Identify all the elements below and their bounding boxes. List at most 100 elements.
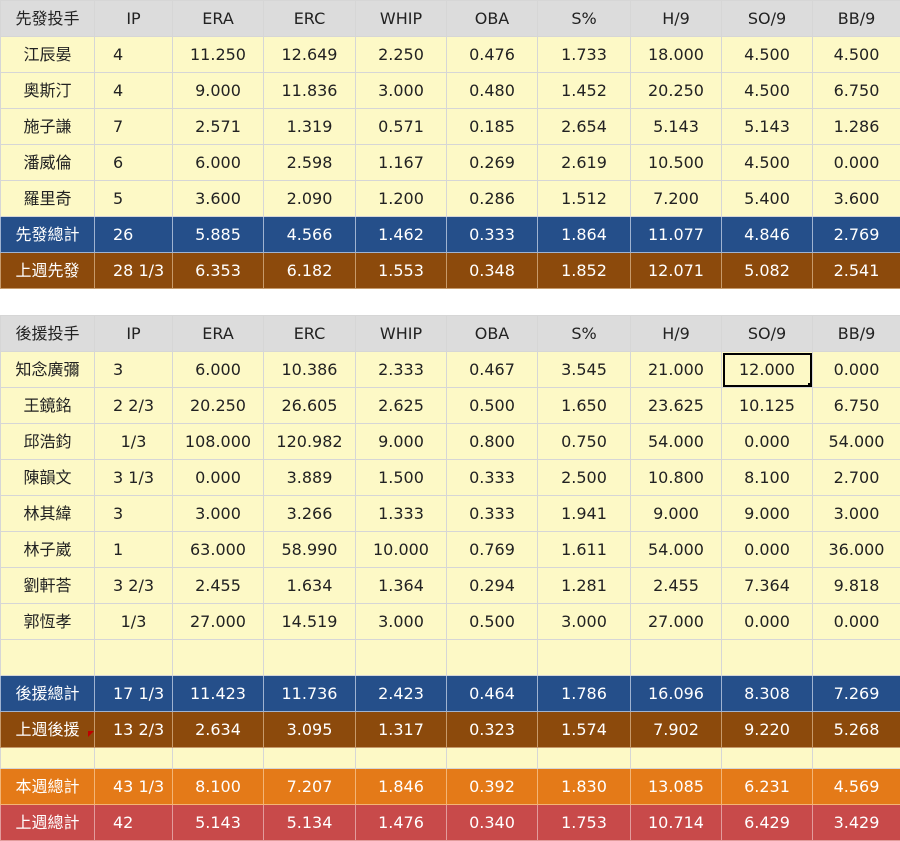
stat-cell-h9[interactable]: 13.085 [631,769,722,805]
stat-cell-s[interactable]: 1.733 [538,37,631,73]
stat-cell-ip[interactable]: 3 2/3 [95,568,173,604]
column-header-ip[interactable]: IP [95,316,173,352]
stat-cell-so9[interactable]: 4.500 [722,37,813,73]
stat-cell-bb9[interactable]: 1.286 [813,109,900,145]
stat-cell-ip[interactable]: 4 [95,37,173,73]
stat-cell-bb9[interactable]: 2.541 [813,253,900,289]
empty-cell[interactable] [95,748,173,769]
stat-cell-h9[interactable]: 20.250 [631,73,722,109]
stat-cell-erc[interactable]: 10.386 [264,352,356,388]
stat-cell-whip[interactable]: 1.317 [356,712,447,748]
stat-cell-erc[interactable]: 12.649 [264,37,356,73]
column-header-so9[interactable]: SO/9 [722,316,813,352]
stat-cell-era[interactable]: 0.000 [173,460,264,496]
stat-cell-whip[interactable]: 2.250 [356,37,447,73]
stat-cell-so9[interactable]: 0.000 [722,604,813,640]
empty-cell[interactable] [95,640,173,676]
stat-cell-bb9[interactable]: 4.500 [813,37,900,73]
stat-cell-bb9[interactable]: 6.750 [813,73,900,109]
stat-cell-erc[interactable]: 26.605 [264,388,356,424]
stat-cell-erc[interactable]: 120.982 [264,424,356,460]
stat-cell-h9[interactable]: 7.200 [631,181,722,217]
empty-cell[interactable] [813,748,900,769]
stat-cell-s[interactable]: 1.650 [538,388,631,424]
stat-cell-ip[interactable]: 5 [95,181,173,217]
stat-cell-era[interactable]: 63.000 [173,532,264,568]
stat-cell-erc[interactable]: 7.207 [264,769,356,805]
stat-cell-so9[interactable]: 0.000 [722,424,813,460]
pitcher-name[interactable]: 奧斯汀 [1,73,95,109]
stat-cell-whip[interactable]: 2.333 [356,352,447,388]
empty-cell[interactable] [538,748,631,769]
stat-cell-erc[interactable]: 4.566 [264,217,356,253]
stat-cell-era[interactable]: 11.423 [173,676,264,712]
stat-cell-ip[interactable]: 17 1/3 [95,676,173,712]
column-header-whip[interactable]: WHIP [356,316,447,352]
stat-cell-bb9[interactable]: 3.429 [813,805,900,841]
stat-cell-ip[interactable]: 2 2/3 [95,388,173,424]
stat-cell-whip[interactable]: 1.167 [356,145,447,181]
stat-cell-oba[interactable]: 0.185 [447,109,538,145]
stat-cell-era[interactable]: 6.353 [173,253,264,289]
stat-cell-h9[interactable]: 54.000 [631,424,722,460]
pitcher-name[interactable]: 王鏡銘 [1,388,95,424]
stat-cell-erc[interactable]: 2.090 [264,181,356,217]
stat-cell-so9[interactable]: 7.364 [722,568,813,604]
section-header-label[interactable]: 先發投手 [1,1,95,37]
empty-cell[interactable] [264,640,356,676]
stat-cell-whip[interactable]: 1.500 [356,460,447,496]
stat-cell-bb9[interactable]: 5.268 [813,712,900,748]
empty-cell[interactable] [447,748,538,769]
stat-cell-oba[interactable]: 0.464 [447,676,538,712]
empty-cell[interactable] [447,640,538,676]
stat-cell-era[interactable]: 6.000 [173,352,264,388]
stat-cell-s[interactable]: 3.545 [538,352,631,388]
section-header-label[interactable]: 後援投手 [1,316,95,352]
stat-cell-oba[interactable]: 0.333 [447,460,538,496]
stat-cell-era[interactable]: 108.000 [173,424,264,460]
stat-cell-h9[interactable]: 16.096 [631,676,722,712]
stat-cell-s[interactable]: 2.619 [538,145,631,181]
stat-cell-erc[interactable]: 6.182 [264,253,356,289]
stat-cell-s[interactable]: 2.654 [538,109,631,145]
empty-cell[interactable] [173,748,264,769]
stat-cell-oba[interactable]: 0.333 [447,496,538,532]
stat-cell-erc[interactable]: 5.134 [264,805,356,841]
stat-cell-ip[interactable]: 43 1/3 [95,769,173,805]
pitcher-name[interactable]: 本週總計 [1,769,95,805]
stat-cell-erc[interactable]: 1.319 [264,109,356,145]
stat-cell-h9[interactable]: 54.000 [631,532,722,568]
stat-cell-so9[interactable]: 4.500 [722,145,813,181]
stat-cell-era[interactable]: 2.571 [173,109,264,145]
stat-cell-bb9[interactable]: 0.000 [813,604,900,640]
stat-cell-so9[interactable]: 9.220 [722,712,813,748]
pitcher-name[interactable]: 劉軒荅 [1,568,95,604]
empty-cell[interactable] [356,748,447,769]
stat-cell-bb9[interactable]: 2.769 [813,217,900,253]
empty-cell[interactable] [631,748,722,769]
stat-cell-bb9[interactable]: 2.700 [813,460,900,496]
stat-cell-oba[interactable]: 0.392 [447,769,538,805]
stat-cell-so9[interactable]: 5.400 [722,181,813,217]
stat-cell-h9[interactable]: 23.625 [631,388,722,424]
stat-cell-h9[interactable]: 21.000 [631,352,722,388]
column-header-so9[interactable]: SO/9 [722,1,813,37]
stat-cell-era[interactable]: 5.143 [173,805,264,841]
stat-cell-h9[interactable]: 10.800 [631,460,722,496]
stat-cell-s[interactable]: 1.574 [538,712,631,748]
stat-cell-so9[interactable]: 10.125 [722,388,813,424]
stat-cell-bb9[interactable]: 36.000 [813,532,900,568]
stat-cell-s[interactable]: 3.000 [538,604,631,640]
stat-cell-whip[interactable]: 3.000 [356,73,447,109]
stat-cell-whip[interactable]: 2.625 [356,388,447,424]
column-header-erc[interactable]: ERC [264,316,356,352]
stat-cell-oba[interactable]: 0.286 [447,181,538,217]
stat-cell-s[interactable]: 1.512 [538,181,631,217]
stat-cell-oba[interactable]: 0.269 [447,145,538,181]
stat-cell-ip[interactable]: 28 1/3 [95,253,173,289]
stat-cell-era[interactable]: 3.000 [173,496,264,532]
column-header-s[interactable]: S% [538,1,631,37]
stat-cell-erc[interactable]: 11.836 [264,73,356,109]
stat-cell-oba[interactable]: 0.333 [447,217,538,253]
stat-cell-so9[interactable]: 12.000 [722,352,813,388]
